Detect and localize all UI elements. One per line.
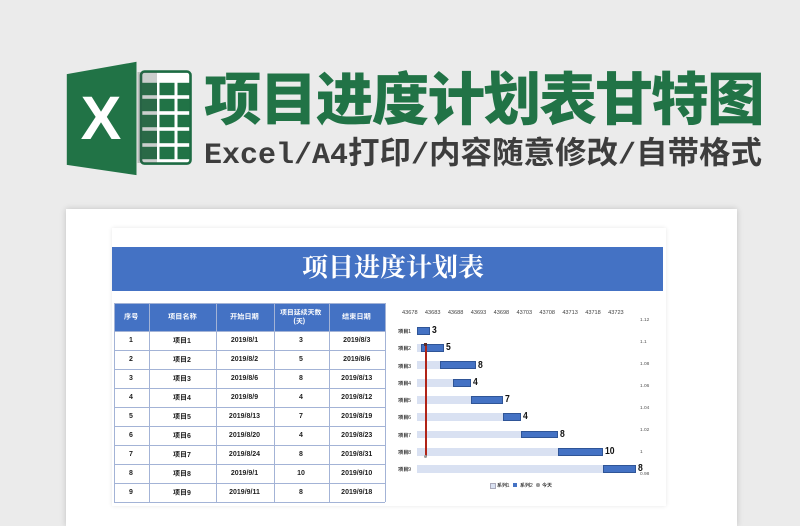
svg-text:X: X <box>81 84 122 152</box>
